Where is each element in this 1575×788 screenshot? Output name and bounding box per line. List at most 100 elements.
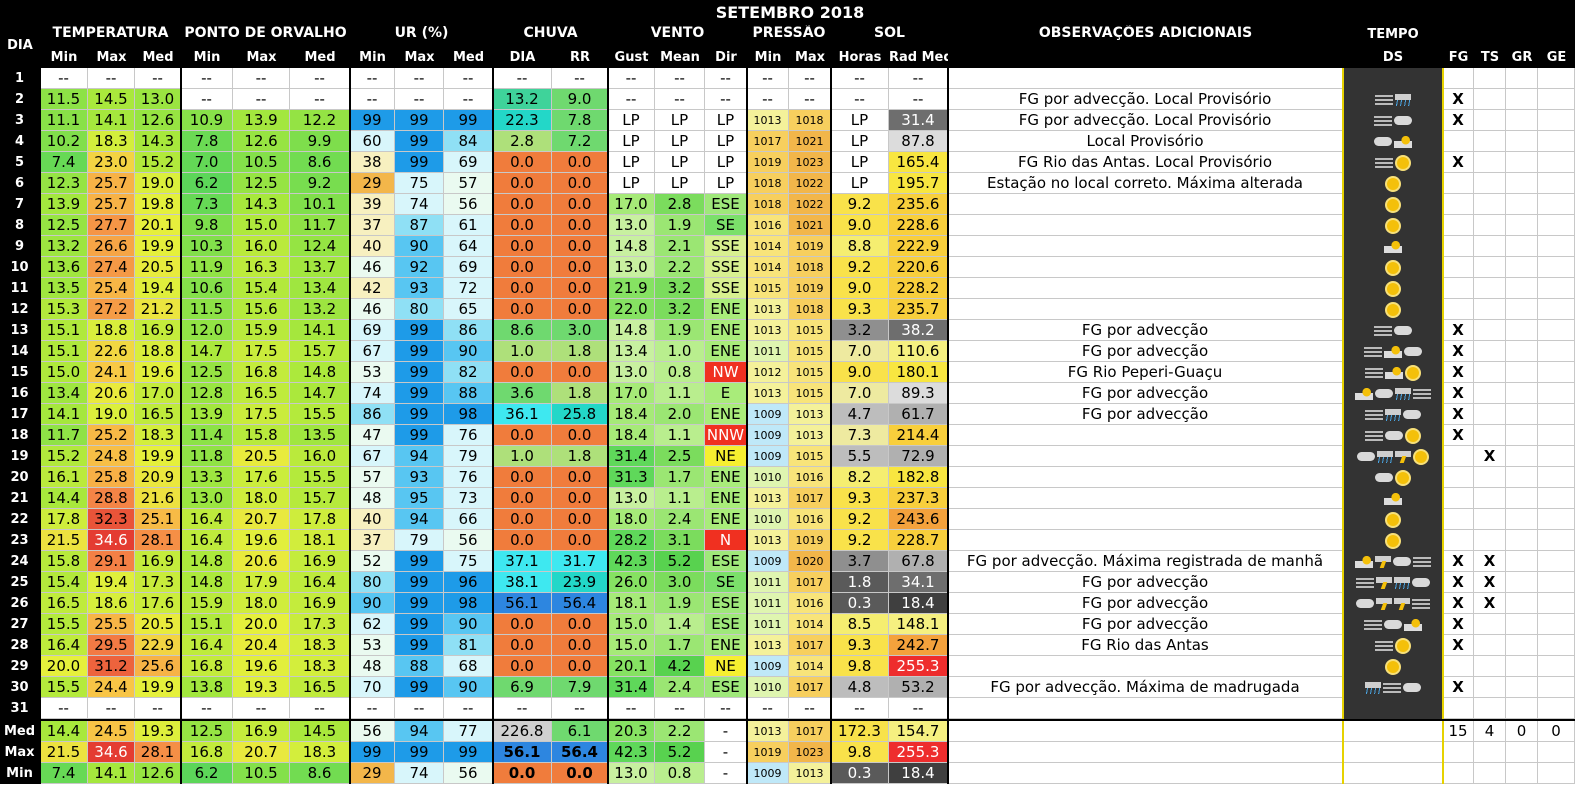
thunderstorm-icon [1375,576,1392,589]
cell-u2: 82 [444,362,493,383]
cell-s0: -- [831,68,889,89]
cell-s1: 72.9 [889,446,948,467]
flag-gr [1506,551,1538,572]
cell-t1: 24.1 [88,362,135,383]
observation-text: FG por advecção [948,404,1343,425]
flag-gr [1506,341,1538,362]
cell-t0: 16.1 [40,467,88,488]
cell-d1: 17.5 [233,341,290,362]
cell-s1: 18.4 [889,593,948,614]
cell-c0: 0.0 [493,425,552,446]
flag-fg: X [1443,362,1474,383]
summary-obs [948,742,1343,763]
cell-w0: 13.0 [608,215,655,236]
flag-fg: X [1443,404,1474,425]
flag-fg [1443,488,1474,509]
cell-t2: 21.2 [135,299,181,320]
subheader-d-max: Max [246,50,277,65]
partly-cloudy-icon [1393,135,1412,148]
cell-t0: 14.4 [40,488,88,509]
cell-t1: 18.3 [88,131,135,152]
cell-t2: 14.3 [135,131,181,152]
cell-t0: 15.2 [40,446,88,467]
cell-c0: 0.0 [493,362,552,383]
cell-u2: 99 [444,110,493,131]
cell-p1: -- [789,68,831,89]
cell-d1: 15.8 [233,425,290,446]
weather-icons [1343,341,1443,362]
cell-w1: 0.8 [655,362,705,383]
cell-s1: 242.7 [889,635,948,656]
cell-u0: 40 [350,236,395,257]
weather-icons [1343,425,1443,446]
cell-w0: LP [608,131,655,152]
cell-w2: ENE [705,635,747,656]
cell-d2: 12.4 [290,236,350,257]
cell-w1: 2.4 [655,509,705,530]
cell-d0: 10.3 [181,236,233,257]
column-divider [1342,68,1344,784]
cell-s1: 165.4 [889,152,948,173]
day-label: 16 [0,383,40,404]
column-divider [1442,68,1444,784]
fog-icon [1364,367,1383,378]
day-label: 22 [0,509,40,530]
weather-icons [1343,635,1443,656]
observation-text: Local Provisório [948,131,1343,152]
cell-p1: 1019 [789,278,831,299]
cell-u1: 99 [395,152,444,173]
flag-fg: X [1443,614,1474,635]
cell-w0: 13.0 [608,257,655,278]
summary-p1: 1023 [789,742,831,763]
cell-t2: 19.0 [135,173,181,194]
group-sol: SOL [874,25,905,41]
day-label: 21 [0,488,40,509]
cell-u0: 69 [350,320,395,341]
fog-icon [1412,388,1431,399]
cell-d0: 6.2 [181,173,233,194]
flag-fg: X [1443,383,1474,404]
flag-ge [1538,152,1575,173]
cloud-icon [1384,431,1403,440]
cell-w1: -- [655,68,705,89]
cell-t1: 29.5 [88,635,135,656]
cell-w1: -- [655,89,705,110]
cell-t1: 27.7 [88,215,135,236]
cell-t1: 18.8 [88,320,135,341]
flag-gr [1506,299,1538,320]
cell-t0: 15.1 [40,341,88,362]
flag-ge [1538,404,1575,425]
flag-ge [1538,446,1575,467]
observation-text [948,257,1343,278]
day-label: 15 [0,362,40,383]
cell-p1: 1017 [789,572,831,593]
flag-ts: X [1474,572,1506,593]
cell-w1: 1.1 [655,488,705,509]
weather-icons [1343,551,1443,572]
cell-u1: 99 [395,131,444,152]
cell-d0: 11.9 [181,257,233,278]
cell-u2: 76 [444,467,493,488]
flag-fg [1443,215,1474,236]
subheader-ts: TS [1480,50,1500,65]
cell-s1: 235.7 [889,299,948,320]
cell-c0: 0.0 [493,299,552,320]
summary-u0: 99 [350,742,395,763]
cell-d1: 15.4 [233,278,290,299]
observation-text [948,656,1343,677]
summary-gr [1506,742,1538,763]
cell-t0: 13.4 [40,383,88,404]
cell-p1: 1022 [789,194,831,215]
cell-s0: LP [831,110,889,131]
cell-s1: 53.2 [889,677,948,698]
cell-u2: 90 [444,677,493,698]
cell-c1: 9.0 [552,89,608,110]
flag-ge [1538,530,1575,551]
cloud-icon [1374,473,1393,482]
weather-icons [1343,215,1443,236]
cell-u0: -- [350,68,395,89]
cell-d0: 13.8 [181,677,233,698]
summary-d2: 14.5 [290,721,350,742]
cell-p0: 1009 [747,404,789,425]
cell-d2: -- [290,89,350,110]
